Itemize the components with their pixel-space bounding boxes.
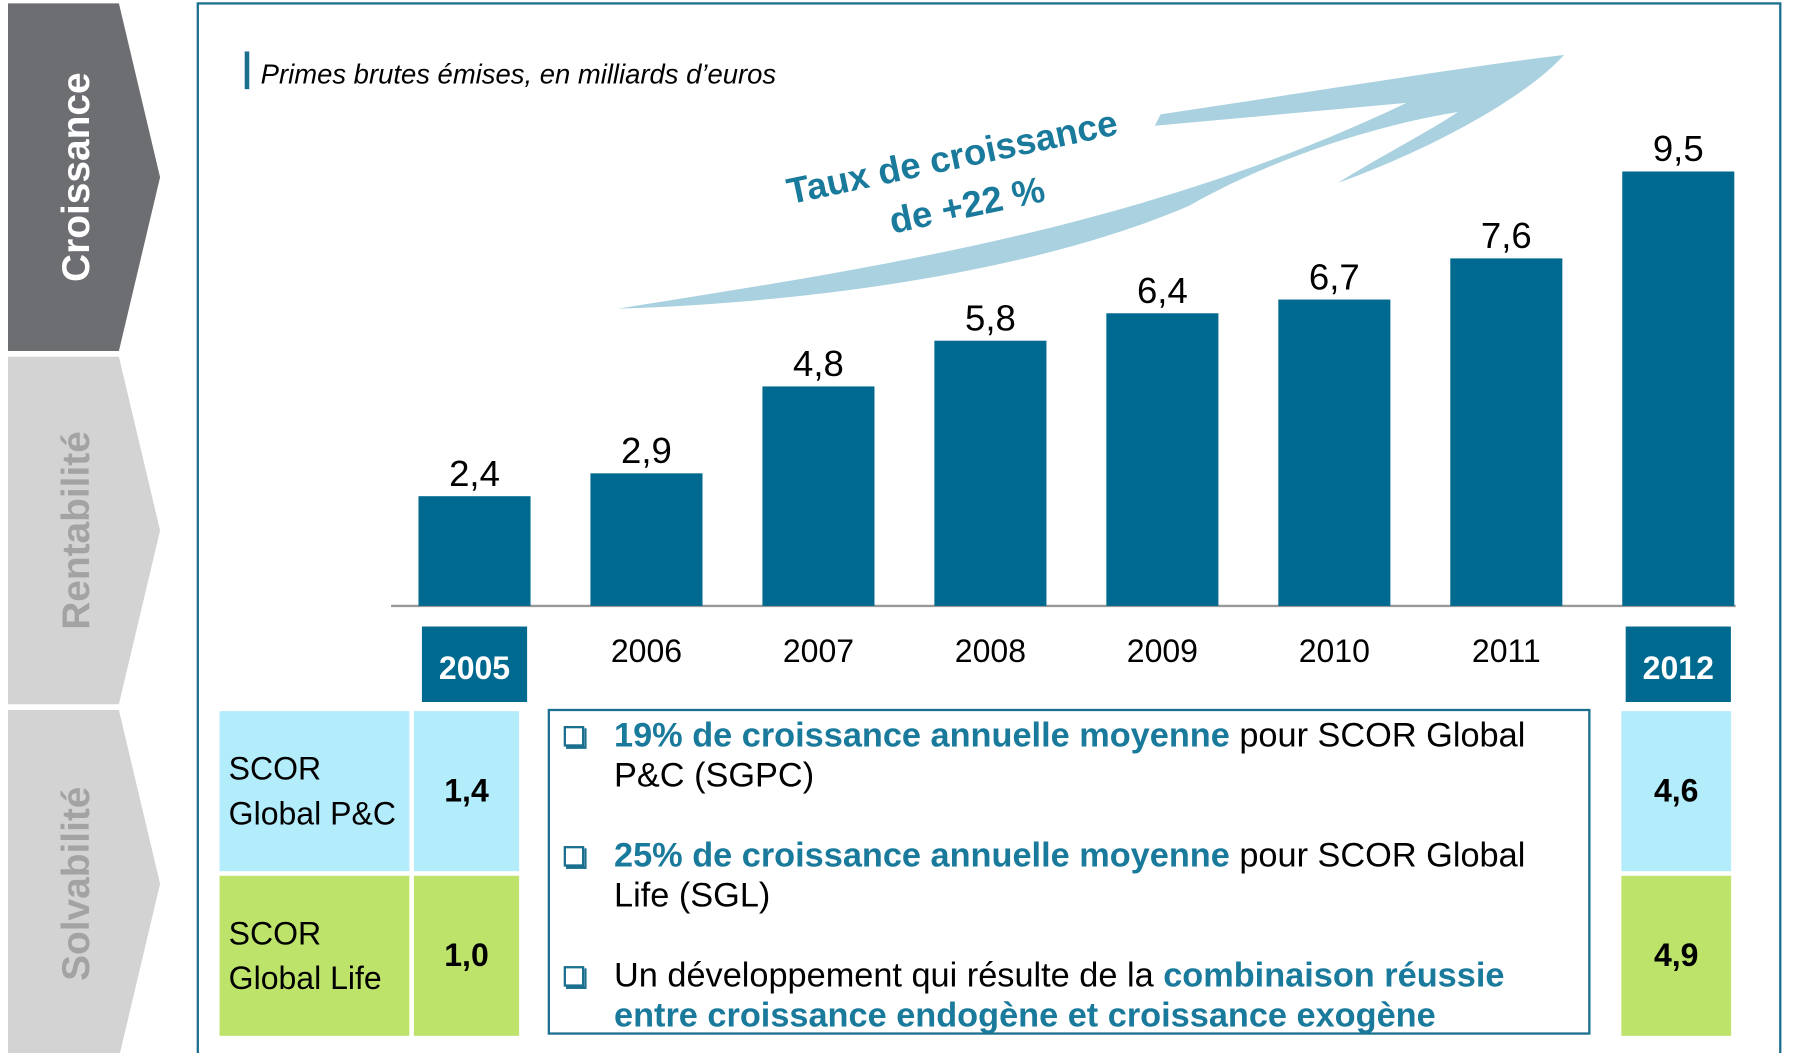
bar	[1278, 299, 1391, 606]
table-value-text: 4,6	[1653, 772, 1699, 809]
row-label-text: SCOR Global Life	[228, 915, 382, 996]
x-tick-label: 2009	[1127, 633, 1198, 669]
row-label: SCOR Global P&C	[219, 711, 410, 872]
tab-shape	[8, 356, 161, 705]
table-value: 1,4	[413, 711, 520, 872]
table-value-text: 1,0	[444, 937, 489, 973]
tab-shape	[8, 3, 161, 351]
table-value-text: 4,9	[1653, 937, 1699, 973]
table-value-text: 1,4	[444, 772, 489, 809]
bullet: 19% de croissance annuelle moyenne pour …	[561, 716, 1579, 796]
bar	[590, 473, 703, 606]
bullet-emphasis: combinaison réussie entre croissance end…	[614, 956, 1505, 1035]
x-tick-label: 2005	[439, 650, 510, 686]
row-label-text: SCOR Global P&C	[228, 751, 396, 832]
x-tick-label: 2012	[1643, 650, 1714, 686]
year-box	[1625, 626, 1731, 702]
x-tick-label: 2008	[955, 633, 1026, 669]
tab-shape	[8, 709, 161, 1053]
bullet: 25% de croissance annuelle moyenne pour …	[561, 836, 1579, 916]
tab-label: Rentabilité	[55, 431, 98, 630]
x-tick-label: 2006	[611, 633, 682, 669]
row-label: SCOR Global Life	[219, 875, 410, 1036]
subtitle: Primes brutes émises, en milliards d’eur…	[261, 58, 777, 89]
bar	[1106, 313, 1219, 606]
bullet: Un développement qui résulte de la combi…	[561, 956, 1579, 1036]
subtitle-marker	[244, 51, 250, 90]
x-tick-label: 2011	[1472, 633, 1541, 669]
bar	[934, 340, 1047, 606]
bar	[418, 496, 531, 606]
bullet-box: 19% de croissance annuelle moyenne pour …	[547, 708, 1591, 1036]
value-label: 2,4	[449, 453, 500, 494]
bullet-text: pour SCOR Global Life (SGL)	[614, 836, 1526, 915]
x-tick-label: 2010	[1299, 633, 1370, 669]
value-label: 9,5	[1653, 128, 1704, 169]
bar	[1450, 258, 1563, 606]
bullet-emphasis: 25% de croissance annuelle moyenne	[614, 836, 1230, 875]
value-label: 5,8	[965, 297, 1016, 338]
bar	[1622, 171, 1735, 606]
value-label: 2,9	[621, 430, 672, 471]
bullet-text: Un développement qui résulte de la	[614, 956, 1164, 995]
value-label: 6,7	[1309, 256, 1360, 297]
value-label: 4,8	[793, 343, 844, 384]
tab-label: Solvabilité	[55, 787, 98, 981]
table-value: 4,6	[1621, 711, 1732, 872]
value-label: 6,4	[1137, 270, 1188, 311]
bullet-text: pour SCOR Global P&C (SGPC)	[614, 716, 1526, 795]
bullet-emphasis: 19% de croissance annuelle moyenne	[614, 716, 1230, 755]
value-label: 7,6	[1481, 215, 1532, 256]
frame	[196, 2, 1782, 1053]
x-tick-label: 2007	[783, 633, 854, 669]
tab-label: Croissance	[55, 72, 98, 282]
table-value: 1,0	[413, 875, 520, 1036]
bar	[762, 386, 875, 606]
table-value: 4,9	[1621, 875, 1732, 1036]
year-box	[421, 626, 528, 702]
growth-arrow	[617, 54, 1565, 309]
